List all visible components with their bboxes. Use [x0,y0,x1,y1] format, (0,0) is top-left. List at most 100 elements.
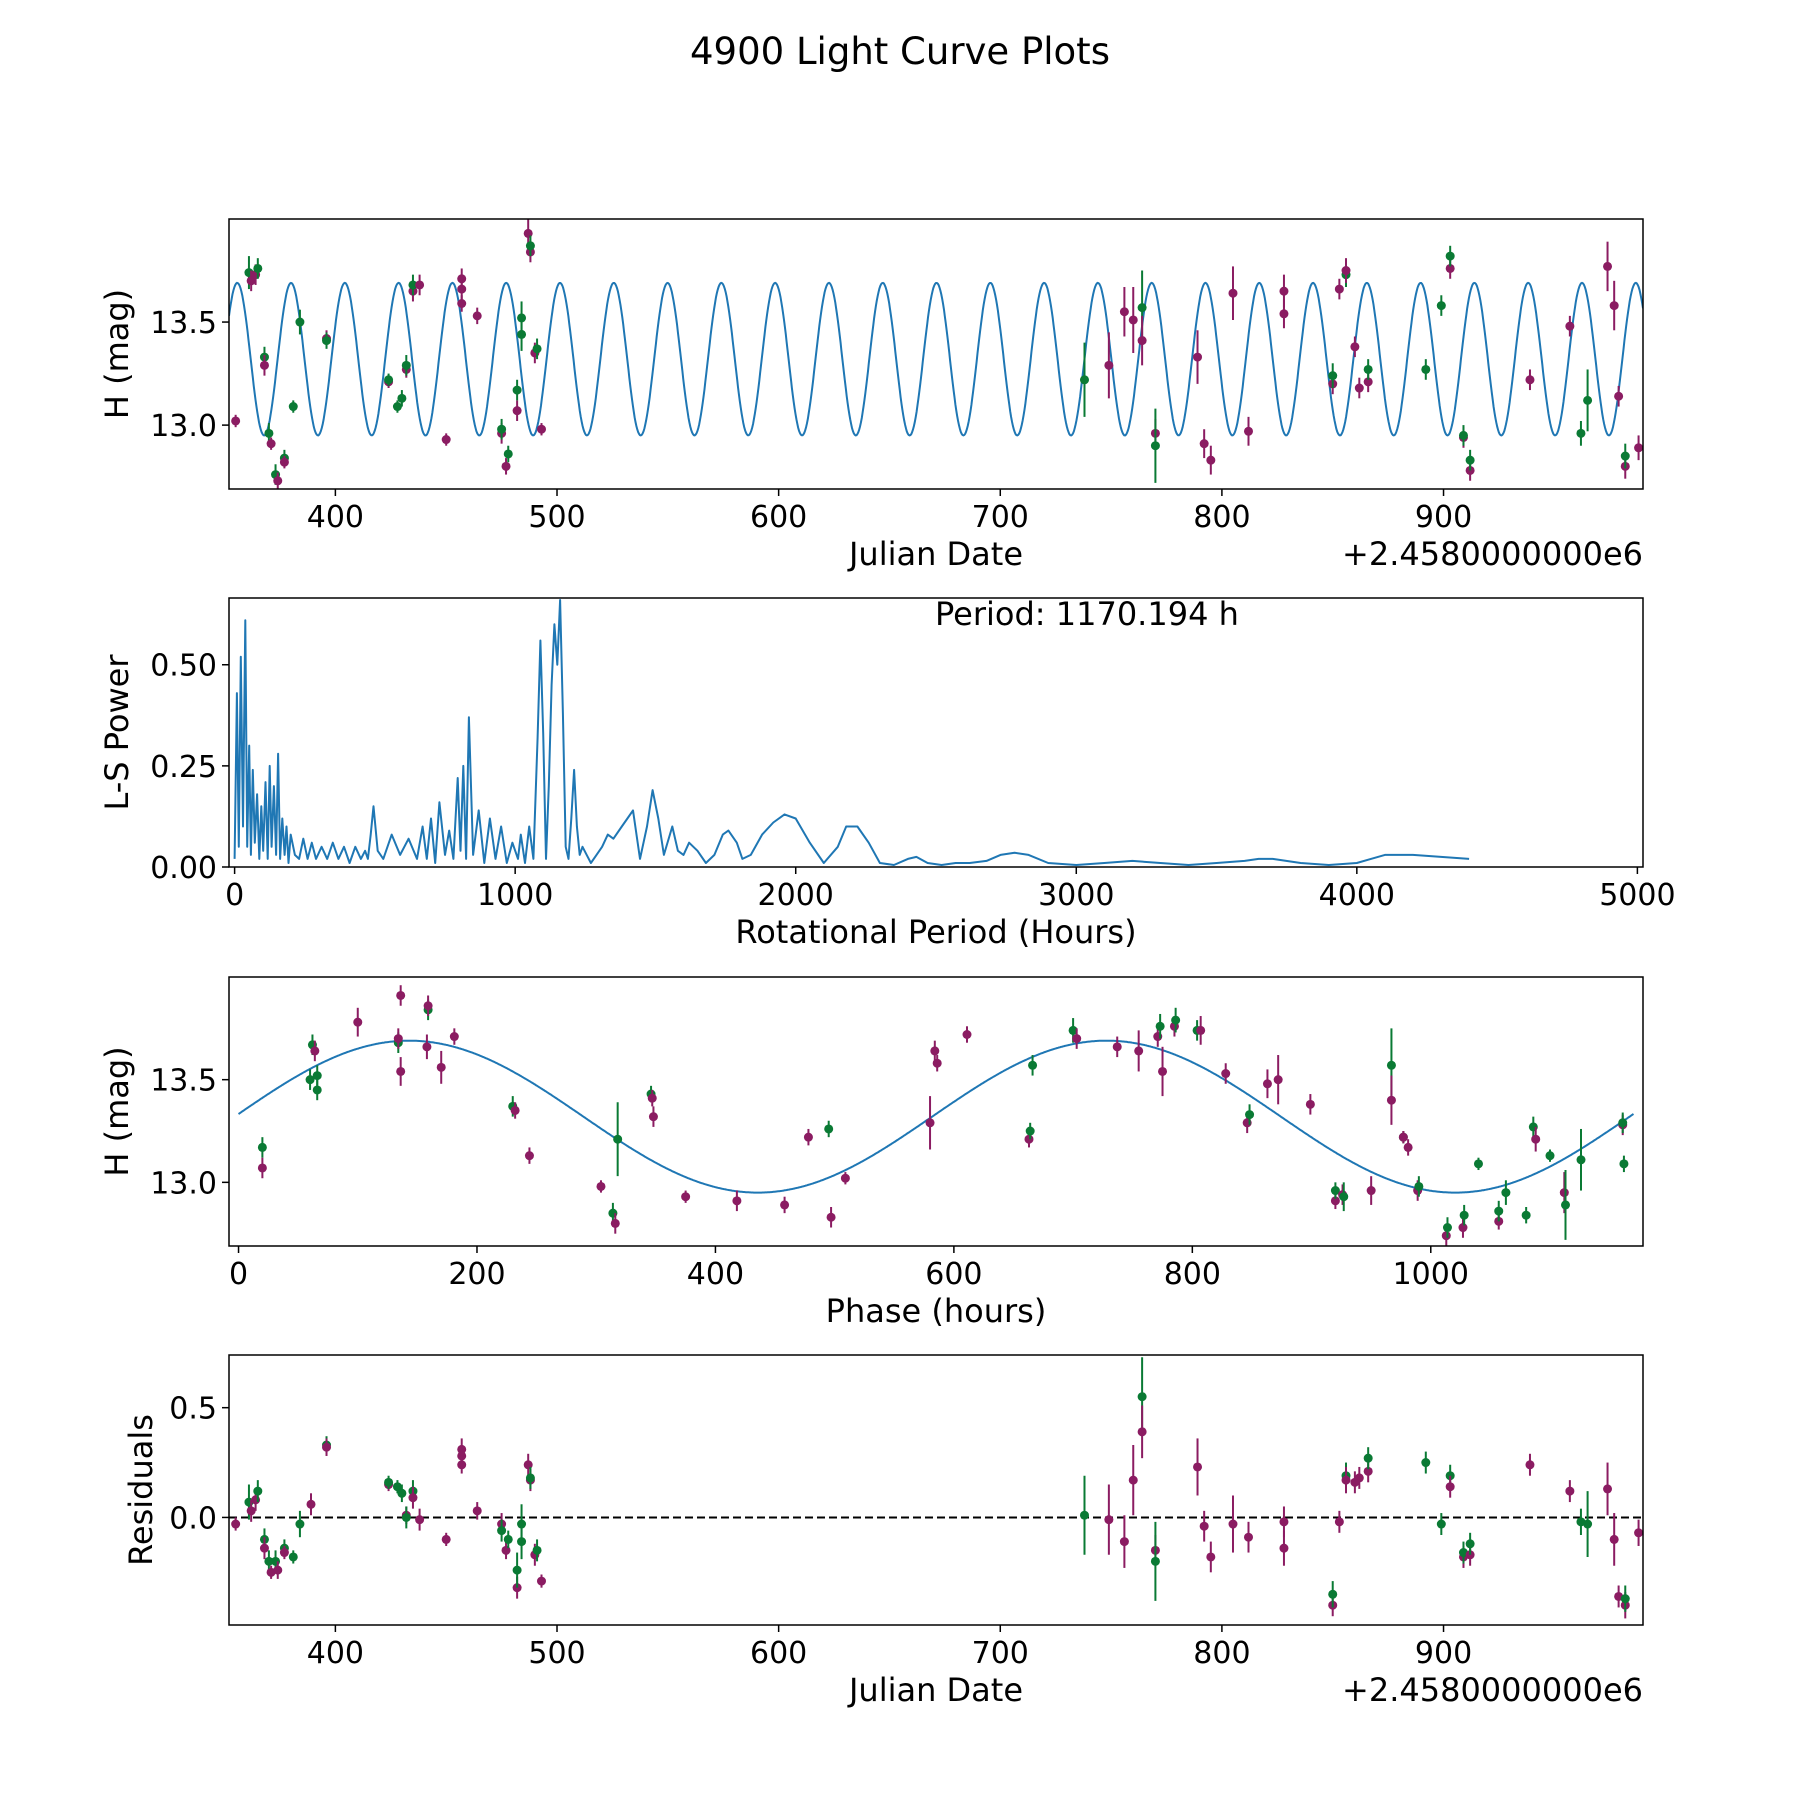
data-marker [497,1526,507,1536]
data-point [1603,241,1613,292]
data-point [253,258,263,279]
data-point [457,1445,467,1467]
data-point [1436,295,1446,316]
data-marker [1199,1521,1209,1531]
data-point [1221,1063,1231,1084]
data-marker [1279,286,1289,296]
data-marker [449,1032,459,1042]
residuals-frame [228,1354,1644,1626]
data-point [1119,287,1129,337]
data-marker [503,1534,513,1544]
data-point [732,1190,742,1212]
data-point [392,400,402,413]
data-marker [1465,1539,1475,1549]
data-point [1150,1521,1160,1601]
data-marker [441,435,451,445]
data-marker [1339,1192,1349,1202]
data-point [803,1128,813,1146]
data-marker [273,1565,283,1575]
data-marker [312,1085,322,1095]
data-point [1134,1030,1144,1072]
data-marker [1150,1556,1160,1566]
data-marker [253,1486,263,1496]
data-marker [1150,441,1160,451]
data-point [259,1537,269,1560]
data-point [532,338,542,360]
y-tick-label: 0.0 [169,1501,217,1536]
data-marker [596,1181,606,1191]
data-point [1609,280,1619,331]
data-point [1119,1515,1129,1568]
data-marker [253,263,263,273]
data-marker [1609,301,1619,311]
data-marker [1442,1223,1452,1233]
data-marker [231,1519,241,1529]
residuals-plot-area [229,1357,1643,1619]
x-tick-label: 600 [925,1257,982,1292]
data-marker [1525,1460,1535,1470]
data-marker [1104,1515,1114,1525]
data-point [503,445,513,463]
data-point [536,1574,546,1588]
data-marker [510,1105,520,1115]
data-marker [1206,455,1216,465]
data-marker [824,1124,834,1134]
data-point [525,235,535,257]
x-tick-label: 700 [972,1636,1029,1671]
data-point [932,1055,942,1072]
data-marker [1603,261,1613,271]
data-point [1328,363,1338,389]
data-point [1618,1112,1628,1134]
data-point [840,1172,850,1185]
data-marker [436,1062,446,1072]
data-point [517,1524,527,1560]
data-marker [396,990,406,1000]
x-tick-label: 0 [229,1257,248,1292]
x-tick-label: 400 [687,1257,744,1292]
data-point [288,400,298,413]
data-point [497,418,507,440]
data-marker [322,1442,332,1452]
data-point [1025,1122,1035,1140]
data-point [1334,1510,1344,1533]
data-marker [472,1506,482,1516]
data-marker [1137,303,1147,313]
data-point [1079,1475,1089,1555]
data-point [1158,1046,1168,1097]
data-point [423,995,433,1017]
data-marker [415,280,425,290]
data-marker [393,1034,403,1044]
data-point [596,1180,606,1193]
data-marker [1137,1392,1147,1402]
data-marker [231,416,241,426]
data-point [288,1550,298,1564]
data-point [393,1028,403,1049]
data-point [1339,1182,1349,1212]
data-marker [1634,1528,1643,1538]
data-marker [525,1473,535,1483]
data-marker [1134,1046,1144,1056]
data-point [397,1484,407,1503]
data-point [1398,1131,1408,1144]
data-point [1473,1157,1483,1171]
data-marker [1386,1060,1396,1070]
data-marker [1445,251,1455,261]
data-point [396,985,406,1006]
x-tick-label: 800 [1193,500,1250,535]
data-marker [1330,1186,1340,1196]
light_curve-frame [228,218,1644,490]
data-point [1112,1036,1122,1058]
data-point [1603,1462,1613,1516]
data-marker [1561,1200,1571,1210]
data-point [1583,369,1593,432]
data-marker [1025,1126,1035,1136]
data-marker [1619,1159,1629,1169]
data-marker [1193,352,1203,362]
data-marker [1199,439,1209,449]
data-marker [1559,1188,1569,1198]
data-point [1565,1480,1575,1503]
data-point [310,1040,320,1062]
data-point [273,472,283,489]
data-marker [259,360,269,370]
data-point [441,1532,451,1546]
